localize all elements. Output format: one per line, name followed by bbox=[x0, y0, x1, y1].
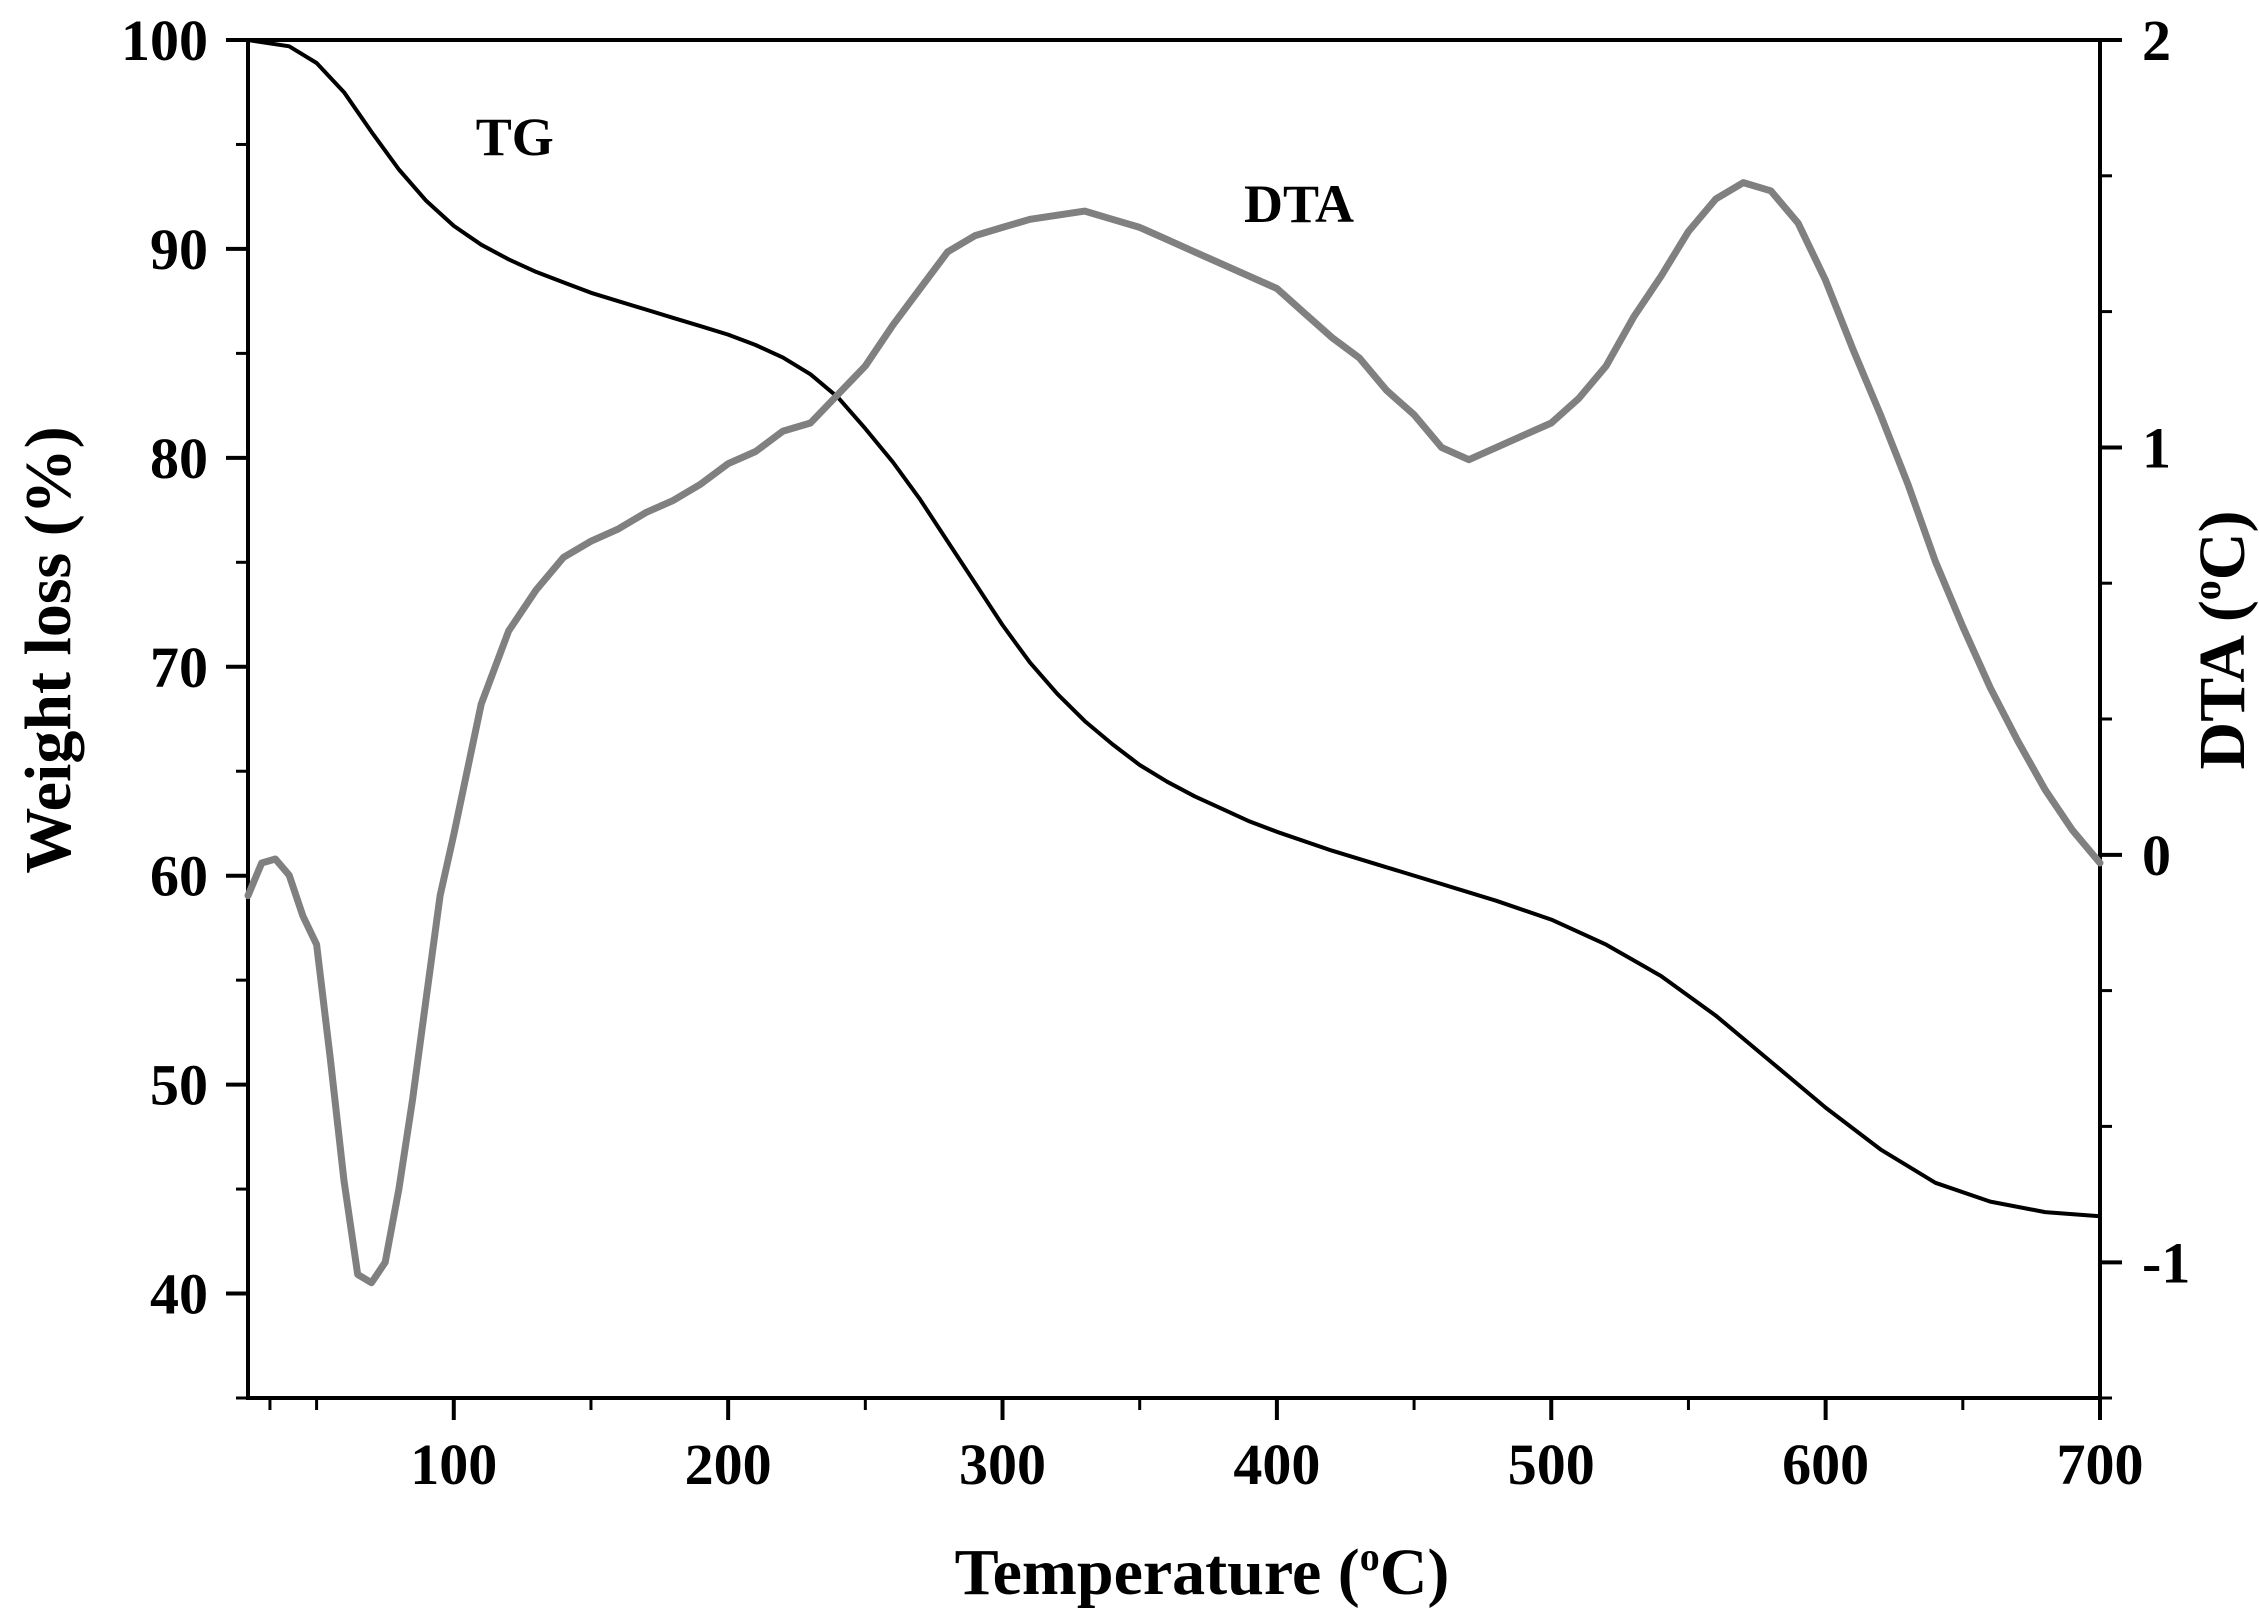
axis-ticks: 100 200 300 400 500 600 700 40 50 60 70 80 90 100 -1 0 1… bbox=[121, 8, 2190, 1497]
y2-tick-label: 2 bbox=[2142, 8, 2171, 73]
y2-tick-label: 1 bbox=[2142, 415, 2171, 480]
y-tick-label: 60 bbox=[150, 844, 208, 909]
y-tick-label: 70 bbox=[150, 635, 208, 700]
annotations: TG DTA bbox=[476, 107, 1354, 234]
x-tick-label: 600 bbox=[1782, 1432, 1869, 1497]
y-tick-label: 50 bbox=[150, 1053, 208, 1118]
y-tick-label: 90 bbox=[150, 217, 208, 282]
x-axis-title: Temperature (oC) bbox=[955, 1534, 1450, 1609]
annotation-label: DTA bbox=[1244, 174, 1354, 234]
y-tick-label: 80 bbox=[150, 426, 208, 491]
x-tick-label: 700 bbox=[2057, 1432, 2144, 1497]
y-axis-title: Weight loss (%) bbox=[12, 426, 85, 873]
y2-tick-label: -1 bbox=[2142, 1230, 2190, 1295]
y-tick-label: 100 bbox=[121, 8, 208, 73]
y2-axis-title: DTA (oC) bbox=[2184, 511, 2259, 770]
x-tick-label: 100 bbox=[410, 1432, 497, 1497]
x-tick-label: 400 bbox=[1233, 1432, 1320, 1497]
x-tick-label: 200 bbox=[685, 1432, 772, 1497]
y-tick-label: 40 bbox=[150, 1262, 208, 1327]
series-line-dta bbox=[244, 179, 2104, 1287]
series-line-tg bbox=[246, 38, 2102, 1219]
series-layer bbox=[244, 38, 2104, 1287]
x-tick-label: 300 bbox=[959, 1432, 1046, 1497]
y2-tick-label: 0 bbox=[2142, 823, 2171, 888]
annotation-label: TG bbox=[476, 107, 554, 167]
x-tick-label: 500 bbox=[1508, 1432, 1595, 1497]
